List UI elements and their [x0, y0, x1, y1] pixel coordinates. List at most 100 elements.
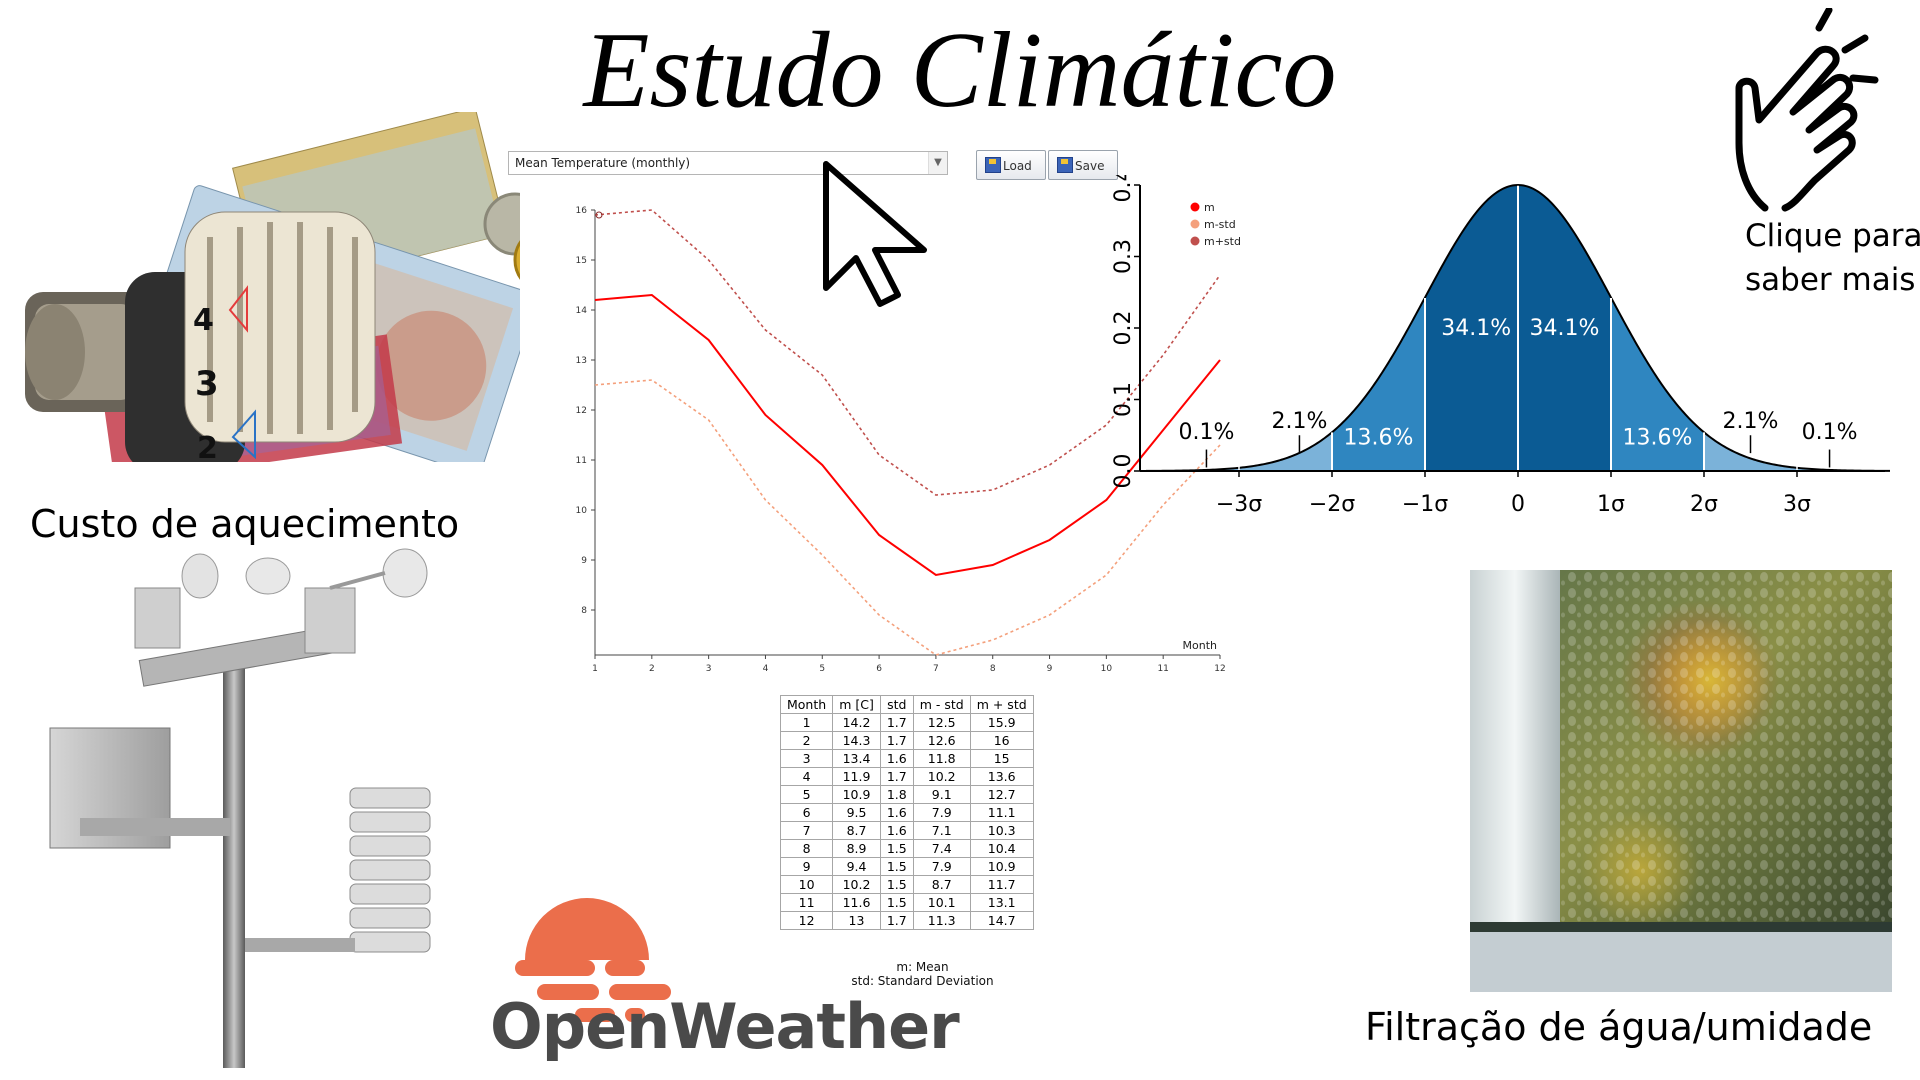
heating-cost-photo: 4 3 2 — [15, 112, 520, 462]
weather-station-photo — [40, 548, 440, 1068]
statistics-table: Month m [C] std m - std m + std 1 14.2 1.7 12.5… — [779, 695, 1034, 930]
x-tick-label: 1 — [592, 664, 598, 674]
x-tick-label: 5 — [819, 664, 825, 674]
distribution-curve — [1145, 184, 1890, 472]
y-tick-label: 15 — [576, 256, 587, 266]
table-cell: 11.1 — [969, 803, 1034, 822]
table-row: 5 10.9 1.8 9.1 12.7 — [779, 785, 1034, 804]
distribution-band — [1239, 432, 1332, 471]
x-tick-label: 6 — [876, 664, 882, 674]
svg-text:2: 2 — [197, 431, 218, 462]
table-row: 7 8.7 1.6 7.1 10.3 — [779, 821, 1034, 840]
table-cell: 5 — [779, 785, 834, 804]
click-caption-line1[interactable]: Clique para — [1745, 218, 1920, 254]
openweather-logo — [485, 880, 925, 1070]
y-tick-label: 0.0 — [1111, 454, 1136, 489]
table-row: 9 9.4 1.5 7.9 10.9 — [779, 857, 1034, 876]
note-mean: m: Mean — [896, 960, 949, 974]
y-tick-label: 11 — [576, 456, 587, 466]
tapping-hand-icon[interactable] — [1725, 8, 1915, 213]
click-caption-line2[interactable]: saber mais — [1745, 262, 1916, 298]
table-cell: 13.4 — [832, 749, 881, 768]
table-header-row: Month m [C] std m - std m + std — [779, 695, 1034, 714]
column-header: Month — [779, 695, 834, 714]
series-marker — [595, 211, 603, 219]
x-tick-label: 12 — [1214, 664, 1225, 674]
table-cell: 15.9 — [969, 713, 1034, 732]
table-row: 1 14.2 1.7 12.5 15.9 — [779, 713, 1034, 732]
x-tick-label: 1σ — [1597, 492, 1625, 517]
condensation-window-photo — [1470, 570, 1892, 992]
x-tick-label: 2 — [649, 664, 655, 674]
cursor-arrow-icon — [823, 161, 927, 307]
save-button[interactable]: Save — [1048, 150, 1118, 180]
table-cell: 13.1 — [969, 893, 1034, 912]
table-cell: 13 — [832, 911, 881, 930]
series-line-m — [594, 293, 1221, 577]
table-row: 8 8.9 1.5 7.4 10.4 — [779, 839, 1034, 858]
table-row: 3 13.4 1.6 11.8 15 — [779, 749, 1034, 768]
table-cell: 1.5 — [879, 839, 914, 858]
table-cell: 8.7 — [832, 821, 881, 840]
band-percentage-label: 34.1% — [1530, 316, 1600, 341]
table-cell: 11.3 — [912, 911, 971, 930]
floppy-disk-icon — [1057, 157, 1073, 173]
table-cell: 10.9 — [832, 785, 881, 804]
y-tick-label: 8 — [581, 606, 587, 616]
legend-label: m — [1204, 201, 1215, 214]
table-cell: 1.6 — [879, 803, 914, 822]
x-tick-label: 4 — [763, 664, 769, 674]
chevron-down-icon[interactable]: ▼ — [928, 152, 947, 174]
x-axis-label: Month — [1183, 639, 1218, 652]
column-header: m - std — [912, 695, 971, 714]
x-tick-label: 0 — [1511, 492, 1525, 517]
table-cell: 8.9 — [832, 839, 881, 858]
table-cell: 9.5 — [832, 803, 881, 822]
table-cell: 10.1 — [912, 893, 971, 912]
table-cell: 9.1 — [912, 785, 971, 804]
table-cell: 10.3 — [969, 821, 1034, 840]
table-cell: 11.8 — [912, 749, 971, 768]
openweather-brand-name: OpenWeather — [490, 990, 960, 1063]
table-row: 12 13 1.7 11.3 14.7 — [779, 911, 1034, 930]
distribution-band — [1704, 432, 1797, 471]
band-percentage-label: 13.6% — [1623, 426, 1693, 451]
table-cell: 11.6 — [832, 893, 881, 912]
band-percentage-label: 13.6% — [1344, 426, 1414, 451]
x-tick-label: 9 — [1047, 664, 1053, 674]
x-tick-label: 11 — [1157, 664, 1168, 674]
load-button-label: Load — [1003, 159, 1032, 173]
x-tick-label: 2σ — [1690, 492, 1718, 517]
x-tick-label: 7 — [933, 664, 939, 674]
table-cell: 9 — [779, 857, 834, 876]
table-cell: 8.7 — [912, 875, 971, 894]
legend-label: m+std — [1204, 235, 1240, 248]
table-row: 11 11.6 1.5 10.1 13.1 — [779, 893, 1034, 912]
table-cell: 16 — [969, 731, 1034, 750]
table-cell: 7.4 — [912, 839, 971, 858]
y-tick-label: 0.4 — [1111, 175, 1136, 203]
svg-text:3: 3 — [195, 364, 219, 404]
y-tick-label: 0.3 — [1111, 239, 1136, 274]
openweather-sun-icon — [515, 898, 671, 1022]
statistics-table-container: Month m [C] std m - std m + std 1 14.2 1.7 12.5… — [779, 695, 1034, 930]
water-filtration-caption: Filtração de água/umidade — [1365, 1005, 1873, 1049]
y-tick-label: 9 — [581, 556, 587, 566]
table-cell: 11.7 — [969, 875, 1034, 894]
table-cell: 6 — [779, 803, 834, 822]
note-std: std: Standard Deviation — [851, 974, 994, 988]
table-row: 10 10.2 1.5 8.7 11.7 — [779, 875, 1034, 894]
table-row: 4 11.9 1.7 10.2 13.6 — [779, 767, 1034, 786]
table-cell: 3 — [779, 749, 834, 768]
x-tick-label: 3σ — [1783, 492, 1811, 517]
load-button[interactable]: Load — [976, 150, 1046, 180]
table-cell: 10 — [779, 875, 834, 894]
metric-select[interactable]: Mean Temperature (monthly) ▼ — [508, 151, 948, 175]
band-percentage-label: 0.1% — [1178, 420, 1234, 445]
table-cell: 15 — [969, 749, 1034, 768]
column-header: std — [879, 695, 914, 714]
x-tick-label: 3 — [706, 664, 712, 674]
table-cell: 1.5 — [879, 875, 914, 894]
table-cell: 8 — [779, 839, 834, 858]
series-line-m+std — [594, 209, 1221, 496]
